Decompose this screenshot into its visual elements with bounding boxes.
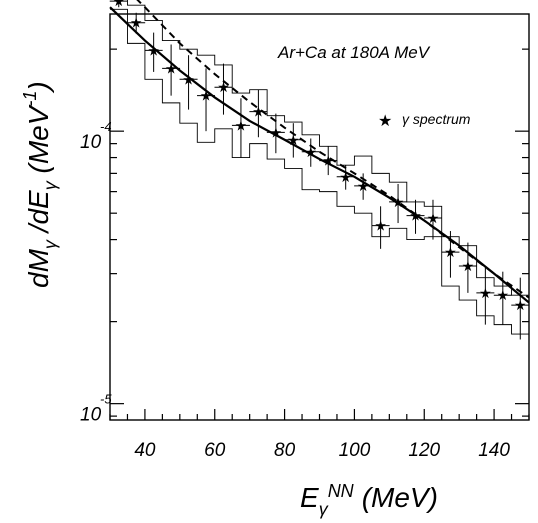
data-point: ★ [200, 88, 213, 104]
y-axis-ticks: 10-410-5 [80, 48, 529, 426]
x-axis-title: EγNN (MeV) [300, 481, 438, 519]
legend-marker: ★ [378, 113, 392, 130]
data-point: ★ [130, 15, 143, 31]
y-tick-exponent: -4 [100, 119, 112, 134]
annotation: Ar+Ca at 180A MeV [277, 43, 431, 62]
data-point: ★ [497, 287, 510, 303]
data-point: ★ [287, 132, 300, 148]
data-point: ★ [427, 210, 440, 226]
data-point: ★ [479, 285, 492, 301]
band-lower [110, 8, 529, 335]
data-point: ★ [444, 244, 457, 260]
data-point: ★ [182, 71, 195, 87]
model-curves [109, 0, 530, 304]
data-point: ★ [322, 153, 335, 169]
data-point: ★ [165, 60, 178, 76]
x-tick-label: 40 [134, 440, 156, 461]
data-point: ★ [217, 79, 230, 95]
data-point: ★ [462, 258, 475, 274]
data-point: ★ [304, 144, 317, 160]
dashed-curve [136, 0, 530, 299]
x-tick-label: 80 [274, 440, 296, 461]
data-point: ★ [392, 194, 405, 210]
x-axis-ticks: 40 60 80 100 120 140 [109, 409, 530, 461]
x-tick-label: 100 [339, 440, 371, 461]
data-point: ★ [112, 0, 125, 9]
y-axis-title: dMγ /dEγ (MeV-1) [20, 81, 60, 288]
data-point: ★ [252, 104, 265, 120]
solid-curve [109, 6, 530, 304]
data-point: ★ [514, 297, 527, 313]
data-point: ★ [270, 124, 283, 140]
legend: ★ γ spectrum [378, 111, 471, 130]
y-tick-exponent: -5 [100, 392, 112, 407]
x-tick-label: 60 [204, 440, 226, 461]
systematic-band [110, 0, 529, 335]
data-point: ★ [374, 218, 387, 234]
x-tick-label: 120 [408, 440, 440, 461]
data-point: ★ [147, 42, 160, 58]
y-tick-label: 10 [80, 405, 102, 426]
data-point: ★ [409, 208, 422, 224]
band-upper [127, 0, 529, 296]
data-point: ★ [357, 178, 370, 194]
y-tick-label: 10 [80, 132, 102, 153]
data-point: ★ [235, 117, 248, 133]
legend-label: γ spectrum [402, 111, 471, 127]
x-tick-label: 140 [478, 440, 510, 461]
data-point: ★ [339, 169, 352, 185]
data-points: ★★★★★★★★★★ ★★★★★★★★ ★★★★ ★★ [109, 0, 530, 340]
